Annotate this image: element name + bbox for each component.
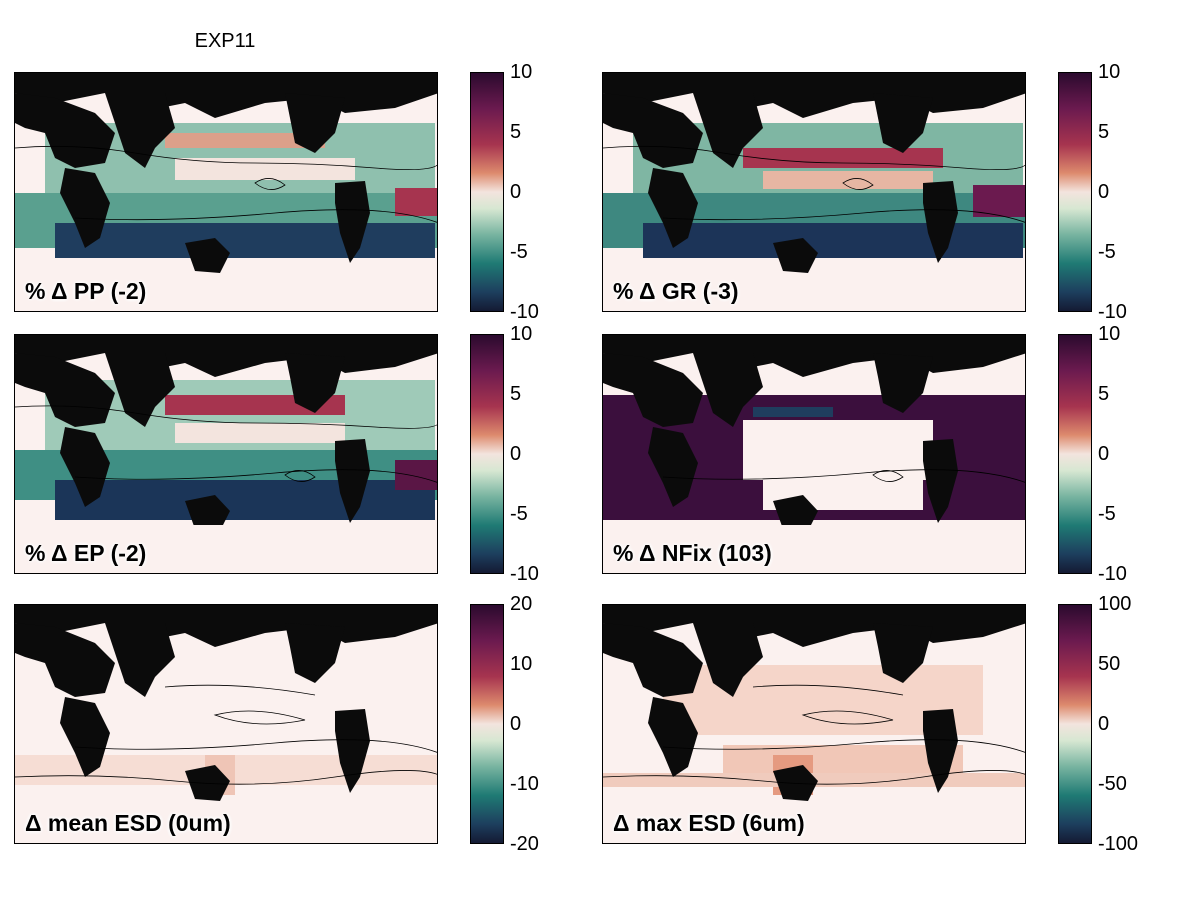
colorbar-pp-tick-upper: 5: [510, 121, 522, 143]
colorbar-max-esd-tick-top: 100: [1098, 593, 1132, 615]
colorbar-ep-tick-upper: 5: [510, 383, 522, 405]
map-panel-ep: % Δ EP (-2): [14, 334, 438, 574]
colorbar-max-esd-tick-middle: 0: [1098, 713, 1110, 735]
colorbar-pp-tick-lower: -5: [510, 241, 528, 263]
colorbar-ep-tick-middle: 0: [510, 443, 522, 465]
world-map-mean-esd: [15, 605, 437, 843]
colorbar-nfix-tick-lower: -5: [1098, 503, 1116, 525]
colorbar-ep-tick-bottom: -10: [510, 563, 539, 585]
colorbar-mean-esd-tick-bottom: -20: [510, 833, 539, 855]
panel-label-nfix: % Δ NFix (103): [613, 540, 772, 566]
figure-title: EXP11: [194, 30, 256, 52]
colorbar-pp: [470, 72, 504, 312]
colorbar-gr: [1058, 72, 1092, 312]
colorbar-ep-tick-top: 10: [510, 323, 533, 345]
colorbar-pp-tick-top: 10: [510, 61, 533, 83]
panel-label-gr: % Δ GR (-3): [613, 278, 739, 304]
panel-label-pp: % Δ PP (-2): [25, 278, 147, 304]
colorbar-mean-esd-tick-top: 20: [510, 593, 533, 615]
panel-label-max-esd: Δ max ESD (6um): [613, 810, 805, 836]
colorbar-mean-esd: [470, 604, 504, 844]
map-panel-mean-esd: Δ mean ESD (0um): [14, 604, 438, 844]
map-panel-nfix: % Δ NFix (103): [602, 334, 1026, 574]
colorbar-max-esd-tick-upper: 50: [1098, 653, 1121, 675]
colorbar-gr-tick-upper: 5: [1098, 121, 1110, 143]
colorbar-nfix: [1058, 334, 1092, 574]
colorbar-mean-esd-tick-middle: 0: [510, 713, 522, 735]
world-map-nfix: [603, 335, 1025, 573]
colorbar-ep-tick-lower: -5: [510, 503, 528, 525]
panel-label-mean-esd: Δ mean ESD (0um): [25, 810, 231, 836]
colorbar-max-esd-tick-bottom: -100: [1098, 833, 1139, 855]
colorbar-gr-tick-top: 10: [1098, 61, 1121, 83]
map-panel-gr: % Δ GR (-3): [602, 72, 1026, 312]
colorbar-ep: [470, 334, 504, 574]
colorbar-pp-tick-bottom: -10: [510, 301, 539, 323]
world-map-gr: [603, 73, 1025, 311]
colorbar-max-esd-tick-lower: -50: [1098, 773, 1127, 795]
colorbar-gr-tick-bottom: -10: [1098, 301, 1127, 323]
colorbar-gr-tick-middle: 0: [1098, 181, 1110, 203]
colorbar-mean-esd-tick-lower: -10: [510, 773, 539, 795]
map-panel-max-esd: Δ max ESD (6um): [602, 604, 1026, 844]
colorbar-max-esd: [1058, 604, 1092, 844]
colorbar-gr-tick-lower: -5: [1098, 241, 1116, 263]
world-map-pp: [15, 73, 437, 311]
map-panel-pp: % Δ PP (-2): [14, 72, 438, 312]
colorbar-mean-esd-tick-upper: 10: [510, 653, 533, 675]
world-map-ep: [15, 335, 437, 573]
colorbar-pp-tick-middle: 0: [510, 181, 522, 203]
panel-label-ep: % Δ EP (-2): [25, 540, 147, 566]
colorbar-nfix-tick-upper: 5: [1098, 383, 1110, 405]
world-map-max-esd: [603, 605, 1025, 843]
colorbar-nfix-tick-bottom: -10: [1098, 563, 1127, 585]
colorbar-nfix-tick-top: 10: [1098, 323, 1121, 345]
colorbar-nfix-tick-middle: 0: [1098, 443, 1110, 465]
